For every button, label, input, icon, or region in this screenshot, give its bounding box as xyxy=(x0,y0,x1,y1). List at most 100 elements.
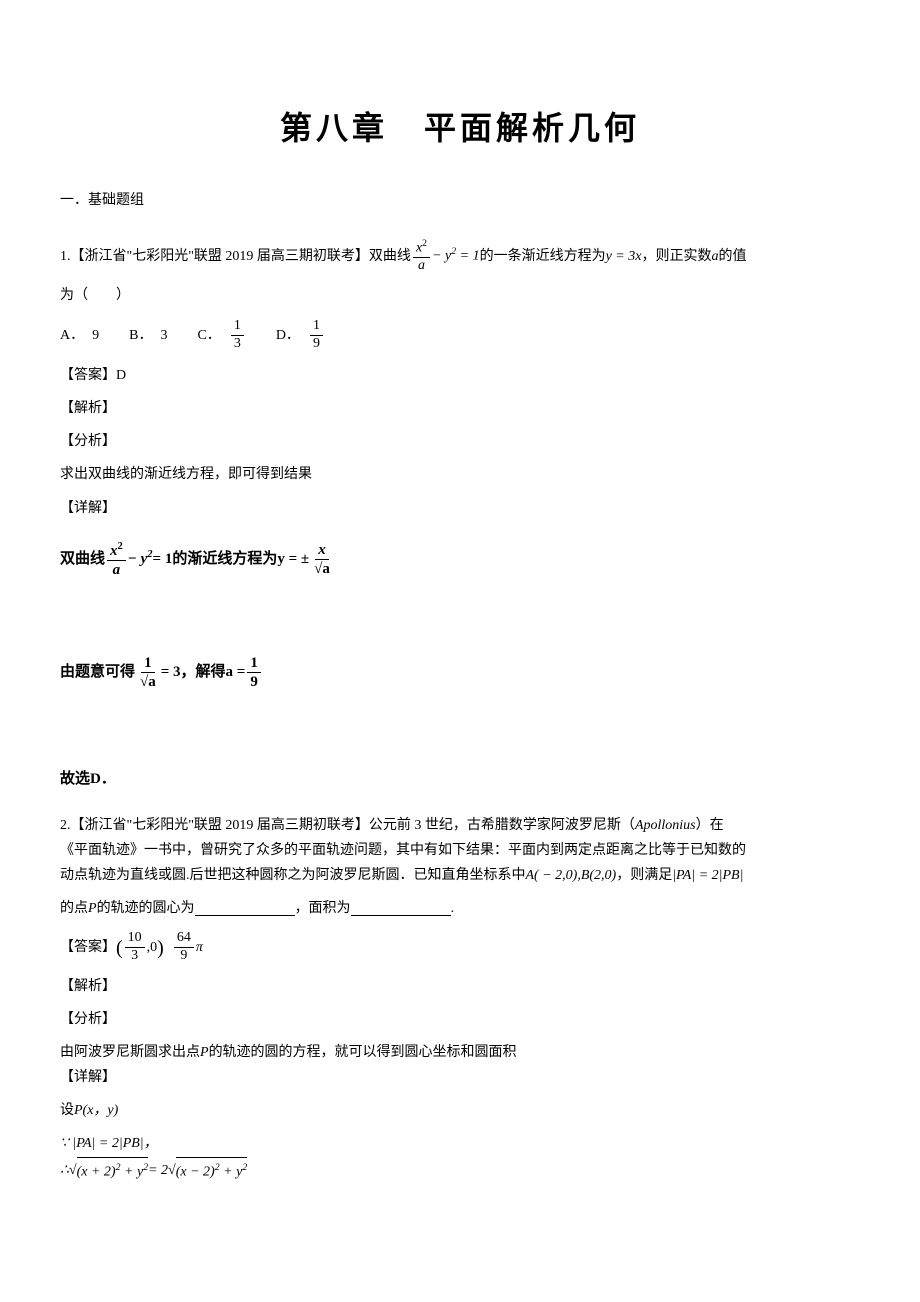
d1-eq: = 1的渐近线方程为y = ± xyxy=(153,546,310,573)
center-num: 10 xyxy=(125,930,145,948)
sqrt-expr-1: √ (x + 2)2 + y2 xyxy=(69,1157,148,1185)
option-D-frac: 1 9 xyxy=(310,318,323,353)
p2-l4-pre: 的点 xyxy=(60,896,88,921)
center-den: 3 xyxy=(128,948,141,965)
d1-f2-den: √a xyxy=(311,560,333,578)
d2-den: √a xyxy=(137,673,159,691)
option-C-label: C． xyxy=(197,323,220,348)
blank-area xyxy=(351,902,451,916)
var-a: a xyxy=(711,244,718,269)
option-A-label: A． xyxy=(60,323,84,348)
problem-2-line3: 动点轨迹为直线或圆.后世把这种圆称之为阿波罗尼斯圆．已知直角坐标系中 A( − … xyxy=(60,863,860,888)
option-C-den: 3 xyxy=(231,336,244,353)
section-heading: 一．基础题组 xyxy=(60,188,860,213)
p2-l1-text: 2.【浙江省"七彩阳光"联盟 2019 届高三期初联考】公元前 3 世纪，古希腊… xyxy=(60,818,635,833)
d1-mid: − y2 xyxy=(128,546,153,573)
detail-formula-2: 由题意可得 1 √a = 3，解得a = 1 9 xyxy=(60,654,860,691)
frac-den: a xyxy=(415,258,428,275)
p2-detail-line1: 设 P(x，y) xyxy=(60,1098,860,1123)
detail-label: 【详解】 xyxy=(60,496,860,521)
p2-detail-line3: ∴ √ (x + 2)2 + y2 = 2 √ (x − 2)2 + y2 xyxy=(60,1157,860,1185)
p2-l4-mid2: ，面积为 xyxy=(295,896,351,921)
area-pi: π xyxy=(196,935,203,960)
blank-center xyxy=(195,902,295,916)
p2-d1-pre: 设 xyxy=(60,1098,74,1123)
frac-num-sup: 2 xyxy=(422,238,427,249)
p2-l3-pre: 动点轨迹为直线或圆.后世把这种圆称之为阿波罗尼斯圆．已知直角坐标系中 xyxy=(60,863,526,888)
detail2-frac2: 1 9 xyxy=(247,654,261,691)
option-C-num: 1 xyxy=(231,318,244,336)
d2-ans-den: 9 xyxy=(247,673,261,691)
d2-prefix: 由题意可得 xyxy=(60,659,135,686)
problem-1-options: A． 9 B． 3 C． 1 3 D． 1 9 xyxy=(60,318,860,353)
option-A-value: 9 xyxy=(92,323,99,348)
formula-mid: − y2 = 1 xyxy=(432,243,480,269)
apollonius-name: Apollonius xyxy=(635,818,696,833)
d1-f2-num: x xyxy=(315,541,329,560)
p2-analysis-label: 【解析】 xyxy=(60,974,860,999)
p2-at-pre: 由阿波罗尼斯圆求出点 xyxy=(60,1045,200,1060)
option-C: C． 1 3 xyxy=(197,318,245,353)
option-B: B． 3 xyxy=(129,323,167,348)
p2-d1-P: P(x，y) xyxy=(74,1098,118,1123)
p2-at-P: P xyxy=(200,1045,209,1060)
p2-answer-label: 【答案】 xyxy=(60,935,116,960)
answer-label: 【答案】D xyxy=(60,363,860,388)
answer-area-frac: 64 9 xyxy=(174,930,194,965)
p2-l4-mid: 的轨迹的圆心为 xyxy=(97,896,195,921)
p2-analysis-text: 由阿波罗尼斯圆求出点P的轨迹的圆的方程，就可以得到圆心坐标和圆面积 xyxy=(60,1040,860,1065)
problem-1-suffix3: 的值 xyxy=(718,244,746,269)
p2-l1-end: ）在 xyxy=(696,818,724,833)
asymptote-eq: y = 3x xyxy=(606,244,642,269)
option-D-num: 1 xyxy=(310,318,323,336)
analysis-label: 【解析】 xyxy=(60,396,860,421)
d1-num-sup: 2 xyxy=(118,541,123,552)
problem-2: 2.【浙江省"七彩阳光"联盟 2019 届高三期初联考】公元前 3 世纪，古希腊… xyxy=(60,813,860,1185)
p2-d3-mid: = 2 xyxy=(148,1158,168,1183)
sqrt-expr-2: √ (x − 2)2 + y2 xyxy=(168,1157,247,1185)
conclusion: 故选D． xyxy=(60,766,860,793)
area-num: 64 xyxy=(174,930,194,948)
point-P: P xyxy=(88,896,97,921)
p2-d3-pre: ∴ xyxy=(60,1158,69,1183)
d2-mid: = 3，解得a = xyxy=(161,659,246,686)
option-C-frac: 1 3 xyxy=(231,318,244,353)
p2-at-post: 的轨迹的圆的方程，就可以得到圆心坐标和圆面积 xyxy=(209,1045,517,1060)
chapter-title: 第八章 平面解析几何 xyxy=(60,100,860,158)
p2-sub-analysis-label: 【分析】 xyxy=(60,1007,860,1032)
problem-1-suffix1: 的一条渐近线方程为 xyxy=(480,244,606,269)
problem-2-line4: 的点 P 的轨迹的圆心为 ，面积为 . xyxy=(60,896,860,921)
sub-analysis-label: 【分析】 xyxy=(60,429,860,454)
detail1-frac1: x2 a xyxy=(107,541,126,579)
d2-num: 1 xyxy=(141,654,155,673)
center-y: ,0 xyxy=(147,935,158,960)
d1-den: a xyxy=(110,561,124,579)
problem-1-prefix: 1.【浙江省"七彩阳光"联盟 2019 届高三期初联考】双曲线 xyxy=(60,244,411,269)
option-B-label: B． xyxy=(129,323,152,348)
problem-2-line2: 《平面轨迹》一书中，曾研究了众多的平面轨迹问题，其中有如下结果：平面内到两定点距… xyxy=(60,838,860,863)
area-den: 9 xyxy=(177,948,190,965)
detail1-frac2: x √a xyxy=(311,541,333,578)
analysis-text: 求出双曲线的渐近线方程，即可得到结果 xyxy=(60,462,860,487)
detail-formula-1: 双曲线 x2 a − y2 = 1的渐近线方程为y = ± x √a xyxy=(60,541,860,579)
problem-2-answer: 【答案】 ( 10 3 ,0 ) 64 9 π xyxy=(60,930,860,966)
condition-PA-PB: |PA| = 2|PB| xyxy=(672,863,743,888)
p2-detail-label: 【详解】 xyxy=(60,1065,860,1090)
problem-1: 1.【浙江省"七彩阳光"联盟 2019 届高三期初联考】双曲线 x2 a − y… xyxy=(60,238,860,793)
hyperbola-fraction: x2 a xyxy=(413,238,430,275)
p2-detail-line2: ∵ |PA| = 2|PB|， xyxy=(60,1131,860,1156)
problem-1-statement: 1.【浙江省"七彩阳光"联盟 2019 届高三期初联考】双曲线 x2 a − y… xyxy=(60,238,860,275)
points-AB: A( − 2,0),B(2,0) xyxy=(526,863,617,888)
p2-l4-end: . xyxy=(451,896,455,921)
problem-2-line1: 2.【浙江省"七彩阳光"联盟 2019 届高三期初联考】公元前 3 世纪，古希腊… xyxy=(60,813,860,838)
d1-num: x xyxy=(110,543,118,559)
d2-ans-num: 1 xyxy=(247,654,261,673)
p2-l3-mid: ，则满足 xyxy=(616,863,672,888)
detail1-prefix: 双曲线 xyxy=(60,546,105,573)
option-D: D． 1 9 xyxy=(276,318,325,353)
detail2-frac1: 1 √a xyxy=(137,654,159,691)
problem-1-suffix2: ，则正实数 xyxy=(641,244,711,269)
option-B-value: 3 xyxy=(160,323,167,348)
problem-1-line2: 为（ ） xyxy=(60,283,860,308)
option-D-label: D． xyxy=(276,323,300,348)
